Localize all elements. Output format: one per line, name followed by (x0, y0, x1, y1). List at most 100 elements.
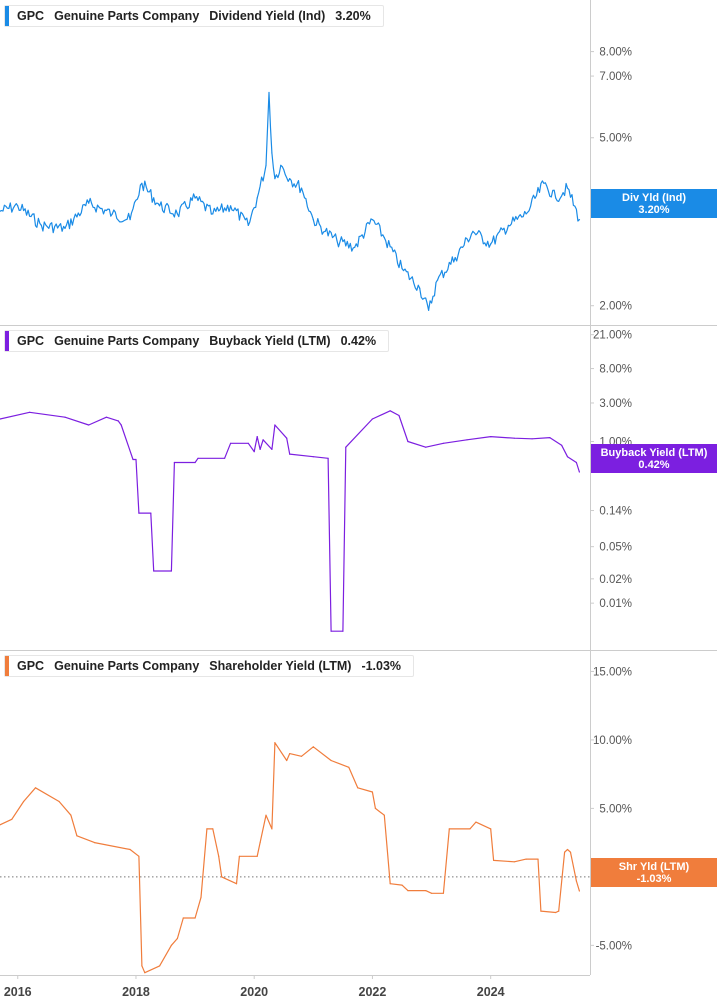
flag-value: 0.42% (638, 458, 670, 471)
buyback-data-point (342, 630, 344, 632)
shareholder-data-point (76, 835, 78, 837)
y-tick-label: 5.00% (599, 803, 632, 815)
legend-shareholder-yield[interactable]: GPC Genuine Parts Company Shareholder Yi… (4, 655, 415, 677)
legend-color-swatch (5, 6, 9, 26)
shareholder-data-point (11, 818, 13, 820)
x-tick-label: 2018 (122, 985, 150, 999)
buyback-data-point (262, 439, 264, 441)
dividend-data-point (371, 219, 373, 221)
legend-company: Genuine Parts Company (54, 9, 200, 23)
y-tick-label: 0.02% (599, 574, 632, 586)
y-tick-label: 0.14% (599, 506, 632, 518)
buyback-data-point (549, 437, 551, 439)
shareholder-data-point (70, 814, 72, 816)
shareholder-data-point (442, 892, 444, 894)
dividend-data-point (280, 164, 282, 166)
buyback-data-point (150, 512, 152, 514)
dividend-data-point (256, 197, 258, 199)
y-tick-label: 7.00% (599, 71, 632, 83)
shareholder-yield-flag: Shr Yld (LTM) -1.03% (591, 858, 717, 887)
dividend-data-point (428, 309, 430, 311)
dividend-data-point (271, 152, 273, 154)
shareholder-data-point (129, 848, 131, 851)
buyback-data-point (345, 446, 347, 448)
shareholder-data-point (475, 821, 477, 823)
legend-value: -1.03% (361, 659, 402, 673)
buyback-data-point (135, 458, 137, 461)
dividend-data-point (0, 210, 1, 212)
legend-metric: Dividend Yield (Ind) (209, 9, 326, 23)
shareholder-data-point (513, 861, 515, 863)
shareholder-data-point (259, 842, 261, 844)
shareholder-data-point (431, 892, 433, 894)
buyback-data-point (29, 411, 31, 413)
dividend-data-point (40, 224, 43, 226)
buyback-yield-panel: 21.00%8.00%3.00%1.00%0.14%0.05%0.02%0.01… (0, 330, 632, 632)
shareholder-data-point (265, 814, 267, 816)
buyback-data-point (120, 424, 122, 426)
dividend-data-point (289, 178, 291, 180)
shareholder-data-point (357, 787, 359, 789)
dividend-data-point (401, 267, 403, 270)
dividend-data-point (88, 202, 90, 204)
dividend-data-point (111, 213, 113, 215)
shareholder-data-point (312, 746, 314, 748)
flag-label: Shr Yld (LTM) (618, 860, 690, 873)
buyback-yield-flag: Buyback Yield (LTM) 0.42% (591, 444, 717, 473)
buyback-data-point (442, 442, 444, 444)
dividend-data-point (212, 213, 214, 215)
shareholder-data-point (448, 828, 450, 830)
shareholder-data-point (540, 910, 542, 912)
y-tick-label: 10.00% (593, 735, 632, 747)
legend-company: Genuine Parts Company (54, 334, 200, 348)
shareholder-data-point (300, 755, 303, 757)
buyback-data-point (153, 570, 155, 572)
flag-label: Div Yld (Ind) (622, 191, 686, 204)
legend-value: 3.20% (335, 9, 371, 23)
dividend-data-point (454, 257, 456, 259)
shareholder-data-point (289, 753, 291, 755)
shareholder-data-point (555, 911, 557, 914)
shareholder-data-point (235, 883, 238, 885)
buyback-data-point (561, 444, 563, 446)
shareholder-data-point (371, 791, 373, 793)
shareholder-data-point (138, 855, 140, 857)
buyback-data-point (197, 457, 199, 459)
shareholder-data-point (221, 876, 223, 878)
shareholder-data-point (256, 855, 258, 857)
buyback-data-point (398, 414, 400, 417)
y-tick-label: 15.00% (593, 666, 632, 678)
flag-value: 3.20% (638, 203, 670, 216)
buyback-data-point (531, 438, 533, 440)
legend-company: Genuine Parts Company (54, 659, 200, 673)
dividend-data-point (472, 230, 474, 232)
buyback-data-point (253, 451, 255, 453)
shareholder-data-point (238, 855, 240, 857)
buyback-data-point (170, 570, 172, 572)
dividend-data-point (436, 279, 439, 281)
shareholder-data-point (200, 896, 202, 899)
legend-buyback-yield[interactable]: GPC Genuine Parts Company Buyback Yield … (4, 330, 390, 352)
buyback-data-point (425, 446, 427, 448)
buyback-data-point (271, 448, 273, 450)
shareholder-data-point (159, 965, 161, 967)
shareholder-data-point (348, 766, 350, 768)
buyback-data-point (0, 418, 1, 420)
dividend-data-point (555, 197, 557, 199)
legend-dividend-yield[interactable]: GPC Genuine Parts Company Dividend Yield… (4, 5, 384, 27)
buyback-yield-series-line (0, 410, 580, 632)
shareholder-data-point (537, 858, 539, 860)
shareholder-data-point (23, 800, 25, 803)
buyback-data-point (407, 440, 409, 443)
dividend-yield-flag: Div Yld (Ind) 3.20% (591, 189, 717, 218)
shareholder-yield-panel: 15.00%10.00%5.00%0.00%-5.00% (0, 666, 632, 974)
dividend-yield-panel: 8.00% 7.00% 5.00% 2.00% (0, 47, 632, 313)
flag-value: -1.03% (636, 872, 672, 885)
buyback-data-point (286, 437, 288, 439)
shareholder-data-point (176, 937, 178, 940)
dividend-data-point (507, 224, 509, 226)
dividend-data-point (383, 237, 385, 239)
shareholder-data-point (564, 851, 566, 853)
buyback-data-point (312, 456, 314, 458)
dividend-data-point (490, 243, 492, 245)
